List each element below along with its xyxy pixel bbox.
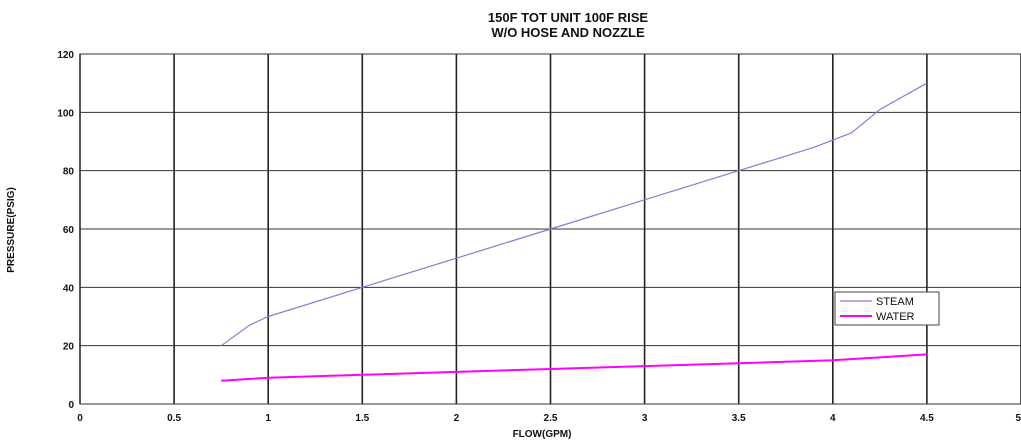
x-tick-label: 5 — [1015, 413, 1021, 424]
x-tick-label: 1 — [265, 413, 271, 424]
series-line-water — [221, 353, 927, 382]
x-tick-label: 4.5 — [920, 413, 934, 424]
plot-frame — [79, 53, 1021, 405]
y-tick-label: 40 — [63, 283, 75, 294]
chart-title: 150F TOT UNIT 100F RISE — [488, 10, 648, 25]
legend-label-steam: STEAM — [876, 296, 914, 308]
y-tick-label: 120 — [57, 50, 74, 61]
legend-box — [834, 291, 940, 326]
x-tick-label: 2 — [454, 413, 460, 424]
y-tick-label: 80 — [63, 167, 75, 178]
legend-label-water: WATER — [876, 311, 915, 323]
legend: STEAM WATER — [834, 291, 940, 326]
x-tick-label: 1.5 — [355, 413, 369, 424]
y-tick-label: 0 — [68, 400, 74, 411]
x-tick-label: 0.5 — [167, 413, 181, 424]
series-line-steam — [220, 82, 928, 347]
x-tick-label: 0 — [77, 413, 83, 424]
x-tick-label: 2.5 — [544, 413, 558, 424]
x-tick-label: 3 — [642, 413, 648, 424]
x-tick-label: 4 — [830, 413, 836, 424]
y-tick-label: 20 — [63, 342, 75, 353]
y-axis-label: PRESSURE(PSIG) — [6, 187, 17, 273]
y-tick-label: 100 — [57, 108, 74, 119]
x-axis-label: FLOW(GPM) — [513, 429, 572, 440]
series-lines — [220, 82, 928, 382]
x-tick-label: 3.5 — [732, 413, 746, 424]
chart-subtitle: W/O HOSE AND NOZZLE — [491, 25, 645, 40]
tick-labels: 0 20 40 60 80 100 120 0 0.5 1 1.5 2 2.5 3 3.5 4 4.5 5 — [57, 50, 1021, 424]
y-tick-label: 60 — [63, 225, 75, 236]
